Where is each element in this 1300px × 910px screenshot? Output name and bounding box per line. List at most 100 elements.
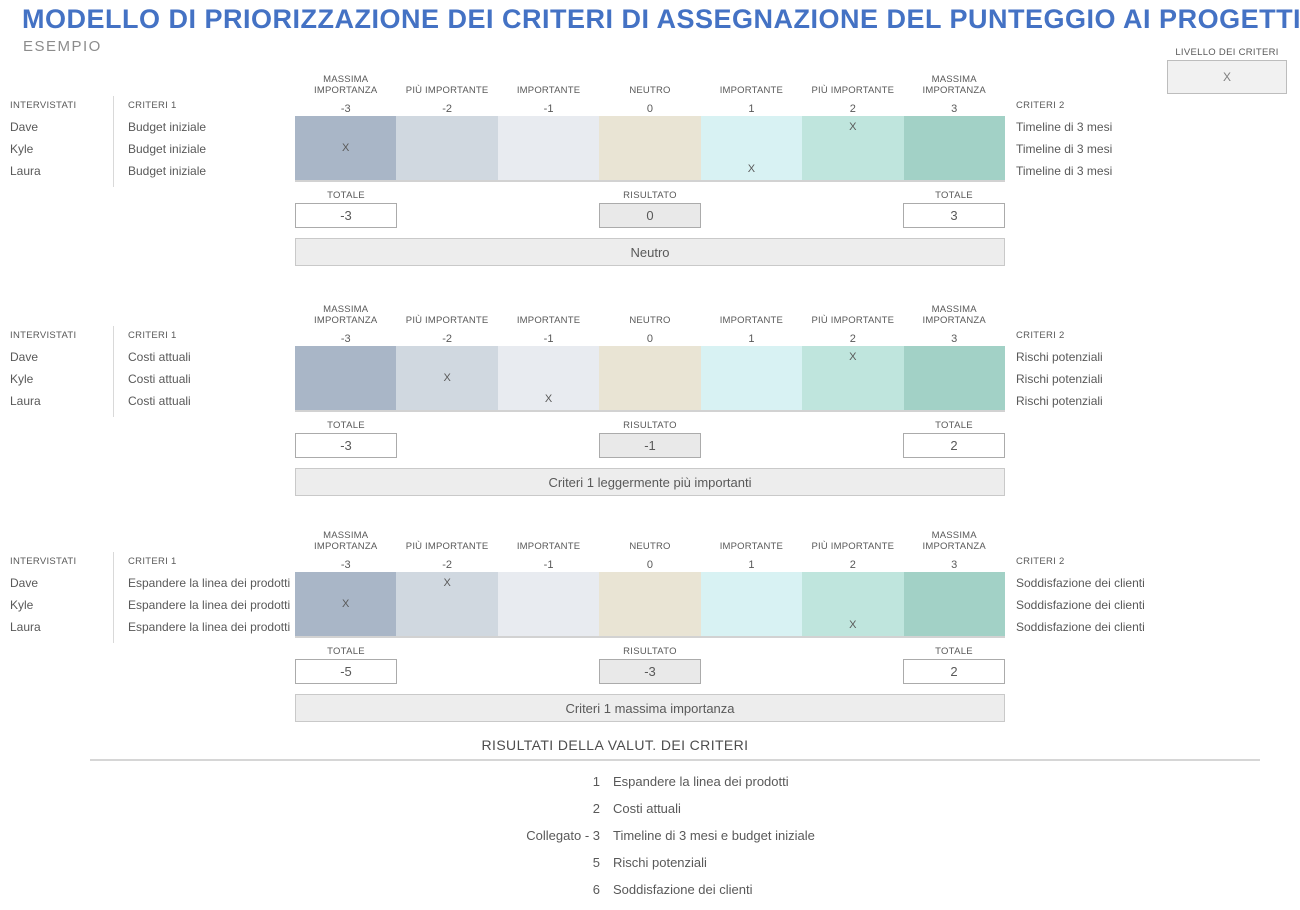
result-value[interactable]: 0: [599, 203, 701, 228]
scale-cell[interactable]: [497, 137, 600, 159]
scale-cell[interactable]: [599, 137, 701, 159]
scale-cell[interactable]: [599, 158, 701, 180]
scale-cell[interactable]: [802, 593, 904, 615]
scale-cell[interactable]: [497, 116, 600, 138]
criteria1-value: Budget iniziale: [128, 164, 207, 178]
scale-cell[interactable]: [903, 116, 1005, 138]
total-left-value[interactable]: -3: [295, 433, 397, 458]
scale-cell-marked[interactable]: X: [802, 116, 904, 138]
scale-header-row: MASSIMA IMPORTANZA -3 PIÙ IMPORTANTE -2 IMPO…: [295, 522, 1005, 572]
scale-cell[interactable]: [396, 116, 498, 138]
scale-cell[interactable]: [903, 572, 1005, 594]
rating-band: X X X: [295, 346, 1005, 412]
scale-cell[interactable]: [295, 158, 397, 180]
scale-cell[interactable]: [599, 572, 701, 594]
scale-cell[interactable]: [903, 137, 1005, 159]
total-right-value[interactable]: 3: [903, 203, 1005, 228]
scale-cell[interactable]: [903, 388, 1005, 410]
scale-cell[interactable]: [497, 158, 600, 180]
scale-cell-marked[interactable]: X: [396, 367, 498, 389]
scale-cell[interactable]: [802, 388, 904, 410]
scale-cell[interactable]: [599, 116, 701, 138]
scale-cell[interactable]: [497, 593, 600, 615]
scale-column-label: IMPORTANTE: [719, 85, 784, 96]
scale-cell[interactable]: [497, 614, 600, 636]
scale-cell[interactable]: [396, 614, 498, 636]
total-right-value[interactable]: 2: [903, 433, 1005, 458]
scale-cell[interactable]: [802, 367, 904, 389]
rating-row: X: [295, 116, 1005, 138]
scale-column--2: PIÙ IMPORTANTE -2: [396, 522, 497, 572]
scale-cell-marked[interactable]: X: [700, 158, 803, 180]
total-left-value[interactable]: -3: [295, 203, 397, 228]
scale-cell[interactable]: [700, 346, 803, 368]
scale-cell[interactable]: [802, 137, 904, 159]
result-rank: Collegato - 3: [526, 828, 600, 843]
scale-cell[interactable]: [903, 158, 1005, 180]
rating-row: X: [295, 346, 1005, 368]
scale-cell-marked[interactable]: X: [802, 614, 904, 636]
scale-cell[interactable]: [700, 593, 803, 615]
scale-cell[interactable]: [700, 388, 803, 410]
scale-cell[interactable]: [700, 614, 803, 636]
scale-cell[interactable]: [599, 388, 701, 410]
scale-cell[interactable]: [497, 367, 600, 389]
criteria-level-input[interactable]: X: [1167, 60, 1287, 94]
scale-cell[interactable]: [802, 158, 904, 180]
scale-cell-marked[interactable]: X: [295, 593, 397, 615]
scale-cell[interactable]: [295, 614, 397, 636]
scale-cell[interactable]: [802, 572, 904, 594]
scale-cell[interactable]: [599, 367, 701, 389]
scale-cell[interactable]: [295, 116, 397, 138]
scale-cell[interactable]: [497, 572, 600, 594]
scale-column-label: IMPORTANTE: [516, 315, 581, 326]
scale-column--2: PIÙ IMPORTANTE -2: [396, 296, 497, 346]
result-criterion: Soddisfazione dei clienti: [613, 882, 753, 897]
scale-column--3: MASSIMA IMPORTANZA -3: [295, 66, 396, 116]
scale-column-0: NEUTRO 0: [599, 296, 700, 346]
scale-cell[interactable]: [295, 367, 397, 389]
scale-cell[interactable]: [295, 346, 397, 368]
criteria-level-label: LIVELLO DEI CRITERI: [1175, 47, 1279, 58]
criteria2-list: Timeline di 3 mesi Timeline di 3 mesi Ti…: [1016, 116, 1112, 182]
scale-cell[interactable]: [396, 346, 498, 368]
scale-cell[interactable]: [599, 593, 701, 615]
scale-cell-marked[interactable]: X: [497, 388, 600, 410]
result-value[interactable]: -3: [599, 659, 701, 684]
comparison-section-2: MASSIMA IMPORTANZA -3 PIÙ IMPORTANTE -2 IMPO…: [0, 296, 1300, 508]
scale-cell[interactable]: [396, 593, 498, 615]
scale-cell[interactable]: [903, 346, 1005, 368]
criteria1-column-header: CRITERI 1: [128, 330, 177, 341]
scale-cell-marked[interactable]: X: [802, 346, 904, 368]
scale-cell[interactable]: [396, 158, 498, 180]
scale-cell[interactable]: [903, 367, 1005, 389]
scale-cell[interactable]: [396, 137, 498, 159]
scale-cell[interactable]: [700, 116, 803, 138]
total-left-value[interactable]: -5: [295, 659, 397, 684]
scale-column-label: PIÙ IMPORTANTE: [405, 541, 489, 552]
rating-row: X: [295, 158, 1005, 180]
scale-cell-marked[interactable]: X: [396, 572, 498, 594]
scale-cell[interactable]: [903, 593, 1005, 615]
scale-cell-marked[interactable]: X: [295, 137, 397, 159]
scale-column-value: -3: [340, 559, 351, 571]
scale-column-value: -2: [442, 103, 453, 115]
scale-column-value: -3: [340, 103, 351, 115]
scale-cell[interactable]: [295, 388, 397, 410]
scale-column--2: PIÙ IMPORTANTE -2: [396, 66, 497, 116]
scale-column-label: NEUTRO: [629, 315, 671, 326]
criteria2-value: Timeline di 3 mesi: [1016, 120, 1113, 134]
rating-band: X X X: [295, 572, 1005, 638]
result-value[interactable]: -1: [599, 433, 701, 458]
scale-cell[interactable]: [295, 572, 397, 594]
scale-cell[interactable]: [599, 346, 701, 368]
scale-cell[interactable]: [497, 346, 600, 368]
total-right-value[interactable]: 2: [903, 659, 1005, 684]
scale-cell[interactable]: [700, 367, 803, 389]
scale-column-value: 1: [748, 559, 755, 571]
scale-cell[interactable]: [599, 614, 701, 636]
scale-cell[interactable]: [396, 388, 498, 410]
scale-cell[interactable]: [700, 572, 803, 594]
scale-cell[interactable]: [903, 614, 1005, 636]
scale-cell[interactable]: [700, 137, 803, 159]
